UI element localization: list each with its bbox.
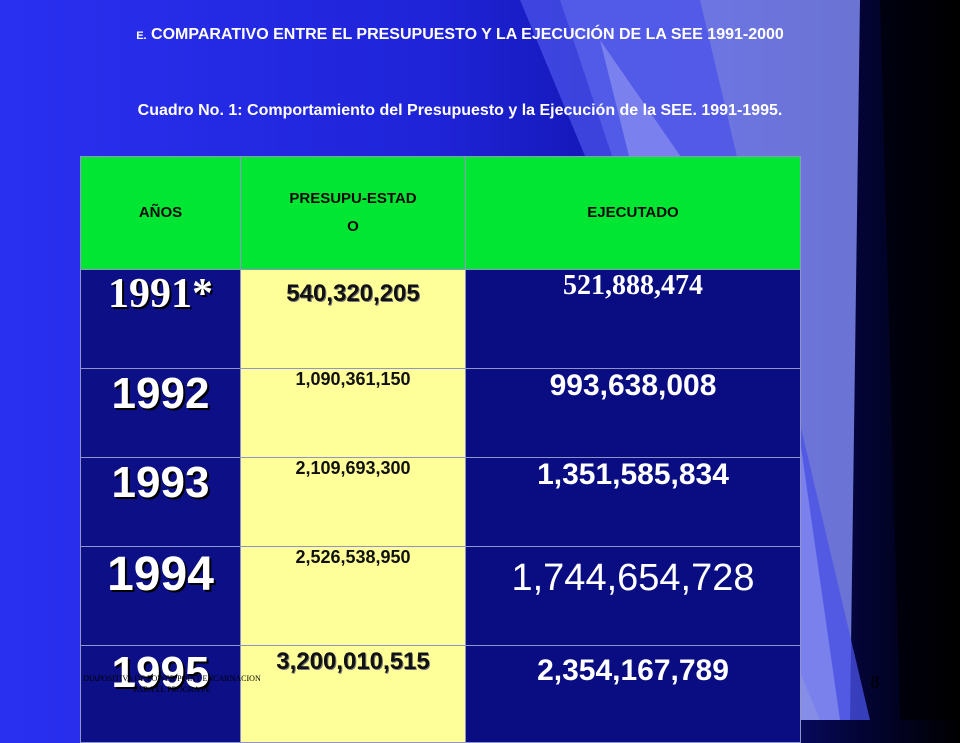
table-header-row: AÑOS PRESUPU-ESTADO EJECUTADO: [80, 156, 801, 270]
budget-cell: 540,320,205: [240, 269, 466, 369]
budget-table: AÑOS PRESUPU-ESTADO EJECUTADO 1991* 540,…: [80, 156, 801, 743]
slide-subtitle: Cuadro No. 1: Comportamiento del Presupu…: [137, 102, 783, 119]
executed-cell: 993,638,008: [465, 368, 801, 458]
executed-cell: 1,744,654,728: [465, 546, 801, 646]
page-number: 8: [870, 672, 880, 692]
budget-cell: 3,200,010,515: [240, 645, 466, 743]
header-budget-label: PRESUPU-ESTADO: [289, 190, 417, 235]
budget-cell: 1,090,361,150: [240, 368, 466, 458]
executed-cell: 1,351,585,834: [465, 457, 801, 547]
year-cell: 1992: [80, 368, 241, 458]
title-main: COMPARATIVO ENTRE EL PRESUPUESTO Y LA EJ…: [151, 26, 784, 43]
year-cell: 1994: [80, 546, 241, 646]
header-years: AÑOS: [80, 156, 241, 270]
executed-cell: 521,888,474: [465, 269, 801, 369]
table-row: 1993 2,109,693,300 1,351,585,834: [80, 457, 801, 547]
table-row: 1992 1,090,361,150 993,638,008: [80, 368, 801, 458]
year-cell: 1991*: [80, 269, 241, 369]
table-row: 1994 2,526,538,950 1,744,654,728: [80, 546, 801, 646]
slide-title: E. COMPARATIVO ENTRE EL PRESUPUESTO Y LA…: [80, 22, 840, 49]
executed-cell: 2,354,167,789: [465, 645, 801, 743]
budget-cell: 2,109,693,300: [240, 457, 466, 547]
year-cell: 1993: [80, 457, 241, 547]
header-executed: EJECUTADO: [465, 156, 801, 270]
title-prefix: E.: [136, 30, 147, 42]
table-row: 1991* 540,320,205 521,888,474: [80, 269, 801, 369]
header-budget: PRESUPU-ESTADO: [240, 156, 466, 270]
footnote: DIAPOSITIVA DE POWER POINT ENCARNACION P…: [83, 674, 261, 694]
budget-cell: 2,526,538,950: [240, 546, 466, 646]
